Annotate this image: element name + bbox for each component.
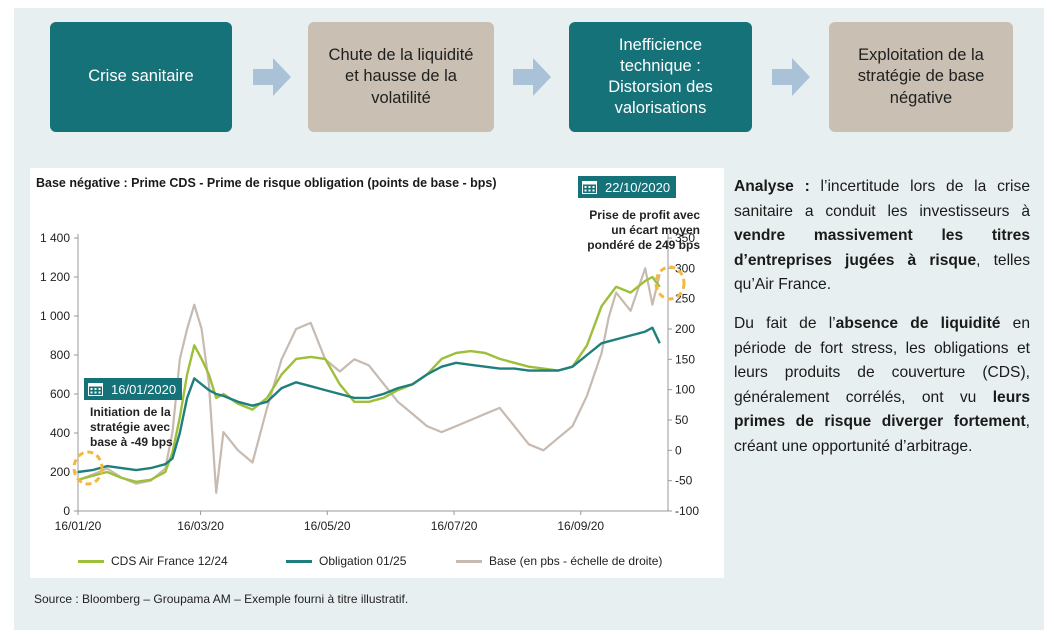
y-left-tick-label: 0 <box>63 504 70 518</box>
flow-box-liquidite: Chute de la liquidité et hausse de la vo… <box>308 22 494 132</box>
y-right-tick-label: 0 <box>675 443 682 457</box>
legend-item-bond: Obligation 01/25 <box>286 554 406 568</box>
y-left-tick-label: 1 000 <box>40 309 70 323</box>
legend-label: CDS Air France 12/24 <box>111 554 228 568</box>
analysis-run: vendre massivement les titres d’entrepri… <box>734 227 1030 269</box>
flow-label: Exploitation de la stratégie de base nég… <box>857 46 985 107</box>
y-right-tick-label: 200 <box>675 322 695 336</box>
legend-swatch <box>78 559 104 563</box>
calendar-icon <box>88 383 103 396</box>
x-tick-label: 16/09/20 <box>557 519 604 533</box>
y-right-tick-label: 150 <box>675 352 695 366</box>
y-left-tick-label: 1 200 <box>40 270 70 284</box>
analysis-run: , créant une opportunité d’arbitrage. <box>734 413 1030 455</box>
flow-box-crise-sanitaire: Crise sanitaire <box>50 22 232 132</box>
line-chart: Base négative : Prime CDS - Prime de ris… <box>36 176 699 533</box>
legend-label: Base (en pbs - échelle de droite) <box>489 554 663 568</box>
analysis-paragraph-1: Analyse : l’incertitude lors de la crise… <box>734 175 1030 298</box>
legend-swatch <box>456 559 482 563</box>
chart-card: Base négative : Prime CDS - Prime de ris… <box>30 168 724 578</box>
arrow-right-icon <box>513 58 551 96</box>
arrow-right-icon <box>772 58 810 96</box>
y-right-tick-label: -50 <box>675 474 693 488</box>
legend-item-base: Base (en pbs - échelle de droite) <box>456 554 662 568</box>
flow-box-inefficience: Inefficience technique : Distorsion des … <box>569 22 752 132</box>
y-right-tick-label: 300 <box>675 261 695 275</box>
analysis-run: en période de fort stress, les obligatio… <box>734 314 1030 406</box>
x-tick-label: 16/05/20 <box>304 519 351 533</box>
y-right-tick-label: 350 <box>675 231 695 245</box>
exit-date: 22/10/2020 <box>605 179 671 195</box>
flow-box-exploitation: Exploitation de la stratégie de base nég… <box>829 22 1013 132</box>
y-right-tick-label: 250 <box>675 292 695 306</box>
y-left-tick-label: 200 <box>50 465 70 479</box>
x-tick-label: 16/01/20 <box>55 519 102 533</box>
flow-label: Crise sanitaire <box>88 67 194 86</box>
x-tick-label: 16/03/20 <box>177 519 224 533</box>
analysis-run: absence de liquidité <box>835 314 1001 332</box>
analysis-run: l’incertitude lors de la crise sanitaire… <box>734 178 1030 220</box>
series-line-cds <box>77 275 661 483</box>
y-left-tick-label: 1 400 <box>40 231 70 245</box>
date-badge-exit: 22/10/2020 <box>578 176 677 198</box>
arrow-right-icon <box>253 58 291 96</box>
exit-marker-circle <box>654 265 686 301</box>
y-right-tick-label: -100 <box>675 504 699 518</box>
source-note: Source : Bloomberg – Groupama AM – Exemp… <box>34 592 409 606</box>
x-tick-label: 16/07/20 <box>431 519 478 533</box>
legend-item-cds: CDS Air France 12/24 <box>78 554 228 568</box>
analysis-paragraph-2: Du fait de l’absence de liquidité en pér… <box>734 312 1030 460</box>
analysis-text: Analyse : l’incertitude lors de la crise… <box>734 175 1030 474</box>
analysis-run: leurs primes de risque diverger fortemen… <box>734 388 1030 431</box>
analysis-run: Du fait de l’ <box>734 314 836 332</box>
entry-annotation: Initiation de la stratégie avec base à -… <box>90 405 173 449</box>
date-badge-entry: 16/01/2020 <box>84 378 183 400</box>
flow-label: Chute de la liquidité et hausse de la vo… <box>328 46 474 107</box>
entry-marker-circle <box>72 450 104 486</box>
y-left-tick-label: 800 <box>50 348 70 362</box>
entry-date: 16/01/2020 <box>111 381 177 397</box>
flow-label: Inefficience technique : Distorsion des … <box>608 35 713 118</box>
y-left-tick-label: 600 <box>50 387 70 401</box>
analysis-run: Analyse : <box>734 178 821 195</box>
calendar-icon <box>582 181 597 194</box>
y-right-tick-label: 50 <box>675 413 689 427</box>
exit-annotation: Prise de profit avec un écart moyen pond… <box>587 208 700 252</box>
series-line-bond <box>77 326 661 474</box>
y-right-tick-label: 100 <box>675 383 695 397</box>
analysis-run: , telles qu’Air France. <box>734 251 1030 294</box>
chart-title: Base négative : Prime CDS - Prime de ris… <box>36 176 497 190</box>
legend-label: Obligation 01/25 <box>319 554 407 568</box>
legend-swatch <box>286 559 312 563</box>
y-left-tick-label: 400 <box>50 426 70 440</box>
